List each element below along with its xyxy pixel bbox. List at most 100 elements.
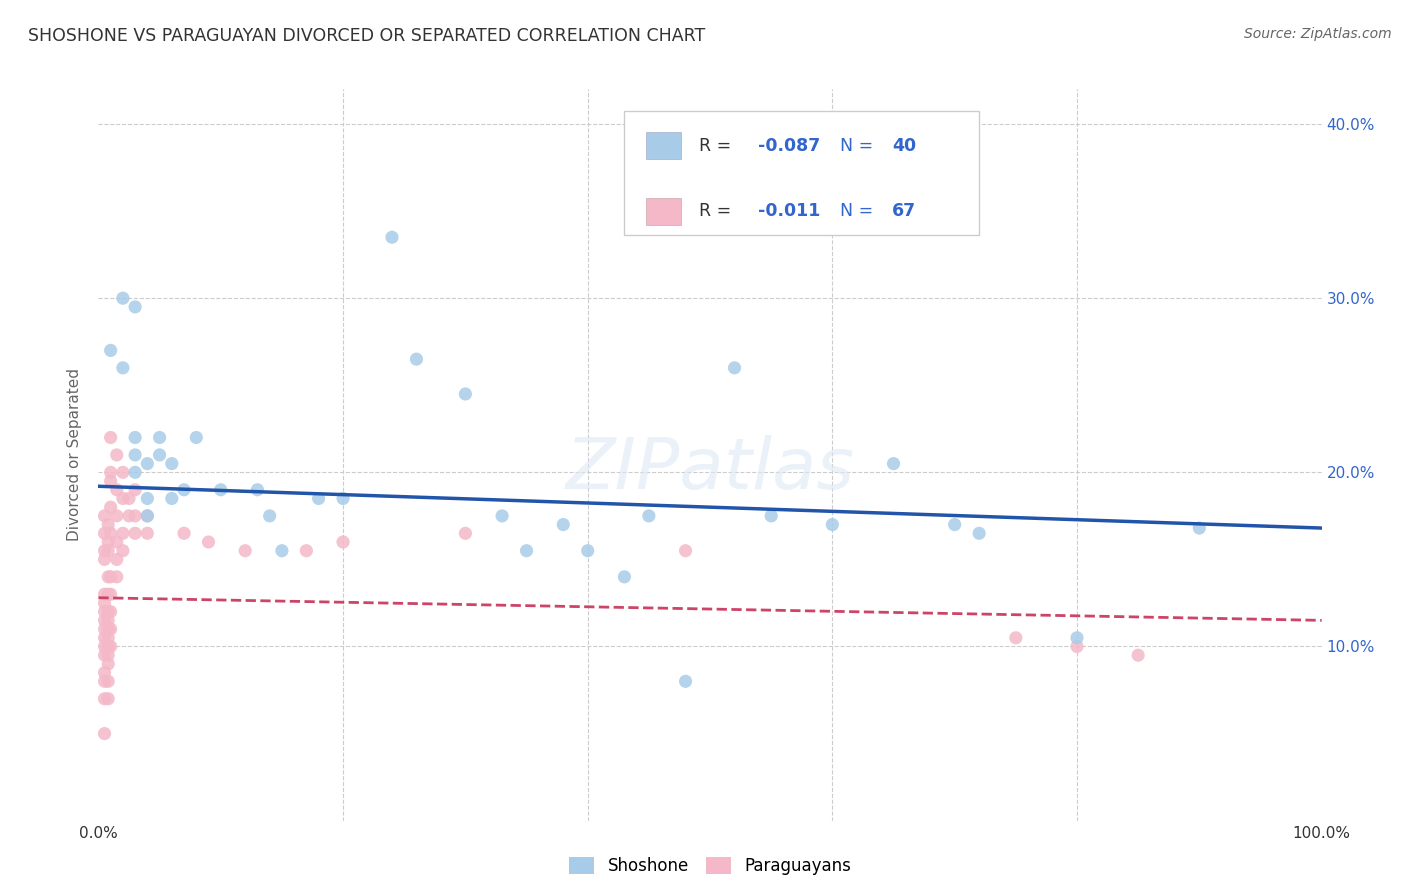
Point [160,457,183,471]
Point [93,508,115,523]
Point [246,483,269,497]
Point [105,448,128,462]
Point [173,483,195,497]
Point [111,543,134,558]
Point [149,448,172,462]
Point [105,535,128,549]
Point [967,526,990,541]
Point [943,517,966,532]
Point [270,543,294,558]
Point [93,726,115,740]
Point [93,596,115,610]
Point [136,526,159,541]
Point [93,587,115,601]
Point [723,360,745,375]
Point [111,491,134,506]
Point [821,517,844,532]
Point [124,483,146,497]
Text: 40: 40 [893,136,917,154]
Point [105,508,128,523]
Point [97,622,120,636]
Point [381,230,404,244]
Text: N =: N = [839,202,879,220]
Point [1066,640,1088,654]
Point [553,517,575,532]
Point [100,430,122,444]
Text: -0.011: -0.011 [758,202,820,220]
Point [100,570,122,584]
Point [93,691,115,706]
Point [105,570,128,584]
Point [100,466,122,480]
Point [93,613,115,627]
Point [93,665,115,680]
Point [97,605,120,619]
Point [97,613,120,627]
Point [124,300,146,314]
Point [613,570,636,584]
Point [124,526,146,541]
Point [111,466,134,480]
Point [97,640,120,654]
Point [675,543,697,558]
Point [491,508,513,523]
Point [638,508,661,523]
Point [1066,631,1088,645]
Point [233,543,256,558]
Point [197,535,219,549]
Point [97,648,120,663]
Point [97,631,120,645]
Point [209,483,232,497]
Point [675,674,697,689]
Point [454,387,477,401]
Y-axis label: Divorced or Separated: Divorced or Separated [67,368,83,541]
Point [93,552,115,566]
Point [111,291,134,305]
Point [124,466,146,480]
Point [93,648,115,663]
Point [295,543,318,558]
Point [160,491,183,506]
Text: -0.087: -0.087 [758,136,820,154]
Point [100,622,122,636]
Point [136,491,159,506]
Point [259,508,281,523]
Point [186,430,208,444]
Point [883,457,905,471]
Point [118,491,141,506]
Point [105,483,128,497]
Point [93,640,115,654]
Point [93,605,115,619]
Point [136,457,159,471]
Point [124,448,146,462]
Point [118,508,141,523]
Legend: Shoshone, Paraguayans: Shoshone, Paraguayans [562,850,858,882]
Point [1004,631,1026,645]
Point [515,543,537,558]
Point [405,352,427,367]
Text: ZIPatlas: ZIPatlas [565,435,855,504]
Point [136,508,159,523]
Point [332,535,354,549]
Point [454,526,477,541]
Point [100,640,122,654]
Point [97,517,120,532]
Text: 67: 67 [893,202,917,220]
FancyBboxPatch shape [624,112,979,235]
Point [97,691,120,706]
Point [93,631,115,645]
Point [97,570,120,584]
Point [332,491,354,506]
Text: N =: N = [839,136,879,154]
Point [97,674,120,689]
Point [149,430,172,444]
Point [100,587,122,601]
Point [100,474,122,488]
Point [308,491,330,506]
Point [124,508,146,523]
Point [93,674,115,689]
Point [100,526,122,541]
Point [100,500,122,515]
Point [97,535,120,549]
Text: Source: ZipAtlas.com: Source: ZipAtlas.com [1244,27,1392,41]
